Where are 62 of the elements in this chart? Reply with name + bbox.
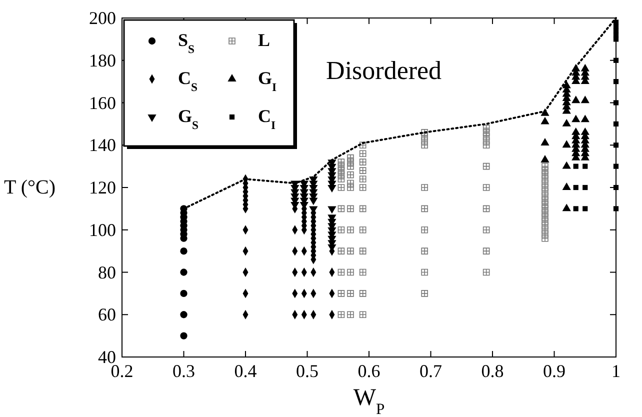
legend-label: L — [258, 30, 270, 50]
y-tick-label: 80 — [98, 262, 116, 282]
x-axis-title: W$_{P}$ — [353, 385, 385, 417]
y-tick-label: 100 — [89, 220, 116, 240]
point — [562, 118, 571, 126]
point — [572, 96, 580, 104]
y-tick-label: 160 — [89, 92, 116, 113]
x-tick-label: 0.3 — [172, 361, 195, 381]
point — [613, 121, 619, 126]
point — [613, 100, 619, 106]
point — [580, 64, 590, 72]
point — [562, 204, 571, 212]
x-tick-label: 0.6 — [358, 361, 380, 381]
point — [180, 332, 188, 340]
point — [572, 127, 580, 135]
point — [613, 164, 619, 169]
point — [562, 140, 571, 148]
y-tick-label: 60 — [98, 304, 116, 325]
point — [572, 114, 580, 122]
point — [573, 184, 578, 190]
point — [180, 268, 188, 276]
point — [573, 206, 578, 212]
legend-label: G$_{I}$ — [258, 68, 278, 94]
point — [582, 164, 588, 169]
point — [580, 114, 590, 122]
legend-label: C$_{S}$ — [178, 68, 198, 94]
point — [180, 290, 188, 297]
point — [573, 164, 578, 169]
point — [613, 58, 619, 63]
annotation: Disordered — [326, 56, 442, 86]
point — [613, 79, 619, 84]
x-tick-label: 0.9 — [543, 361, 566, 381]
x-tick-label: 1 — [612, 361, 620, 381]
point — [580, 127, 590, 135]
point — [582, 206, 588, 212]
point — [562, 80, 571, 88]
point — [180, 248, 188, 255]
point — [328, 206, 336, 214]
x-tick-label: 0.7 — [420, 361, 442, 381]
point — [613, 184, 619, 190]
point — [540, 116, 550, 124]
x-tick-label: 0.5 — [296, 361, 318, 381]
point — [540, 154, 550, 162]
point — [540, 138, 550, 146]
y-axis-title: T (°C) — [4, 176, 56, 198]
legend-label: S$_{S}$ — [178, 30, 195, 56]
point — [580, 96, 590, 104]
point — [562, 182, 571, 190]
point — [582, 184, 588, 190]
x-tick-label: 0.8 — [481, 361, 504, 381]
point — [613, 142, 619, 148]
point — [180, 311, 188, 318]
x-tick-label: 0.4 — [234, 361, 257, 381]
y-tick-label: 180 — [89, 50, 116, 70]
y-tick-label: 140 — [89, 135, 116, 156]
y-tick-label: 200 — [89, 8, 116, 28]
point — [613, 20, 619, 25]
y-tick-label: 120 — [89, 178, 116, 198]
point — [613, 206, 619, 212]
point — [562, 161, 571, 169]
legend-label: C$_{I}$ — [258, 106, 276, 132]
legend-label: G$_{S}$ — [178, 106, 199, 132]
